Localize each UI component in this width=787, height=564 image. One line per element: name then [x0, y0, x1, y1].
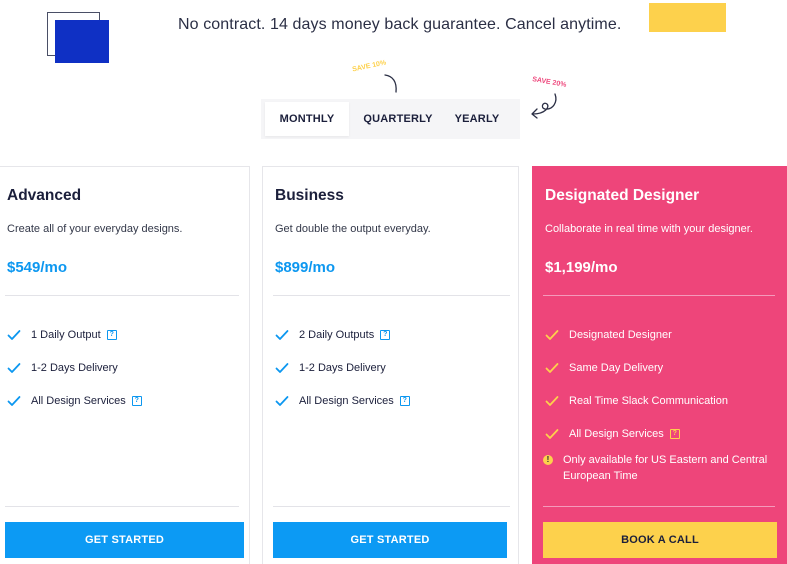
feature-label: All Design Services [299, 394, 394, 407]
notice-text: Only available for US Eastern and Centra… [563, 454, 768, 482]
checkmark-icon [545, 362, 563, 374]
feature-label: 1-2 Days Delivery [299, 361, 386, 374]
plan-name: Business [275, 187, 344, 204]
feature-list: Designated Designer Same Day Delivery Re… [545, 318, 728, 450]
checkmark-icon [275, 395, 293, 407]
divider [273, 506, 510, 507]
checkmark-icon [275, 329, 293, 341]
tab-yearly[interactable]: YEARLY [454, 113, 500, 125]
save-yearly-badge: SAVE 20% [531, 76, 567, 89]
guarantee-tagline: No contract. 14 days money back guarante… [178, 16, 622, 33]
checkmark-icon [7, 329, 25, 341]
help-icon[interactable]: ? [131, 395, 142, 406]
decorative-yellow-block [649, 3, 726, 32]
divider [543, 295, 775, 296]
feature-label: Real Time Slack Communication [569, 394, 728, 407]
checkmark-icon [545, 428, 563, 440]
get-started-button[interactable]: GET STARTED [5, 522, 244, 558]
plan-description: Collaborate in real time with your desig… [545, 223, 753, 235]
plan-card-advanced: Advanced Create all of your everyday des… [0, 166, 250, 564]
help-icon[interactable]: ? [399, 395, 410, 406]
plan-price: $899/mo [275, 259, 336, 276]
divider [5, 295, 239, 296]
divider [5, 506, 239, 507]
feature-label: 1 Daily Output [31, 328, 101, 341]
help-icon[interactable]: ? [669, 428, 680, 439]
feature-item: All Design Services ? [545, 417, 728, 450]
checkmark-icon [7, 395, 25, 407]
logo-blue-square [55, 20, 109, 63]
save-quarterly-badge: SAVE 10% [351, 59, 387, 74]
curved-arrow-icon [384, 74, 397, 93]
get-started-button[interactable]: GET STARTED [273, 522, 507, 558]
plan-name: Advanced [7, 187, 82, 204]
plan-card-business: Business Get double the output everyday.… [262, 166, 519, 564]
plan-description: Create all of your everyday designs. [7, 223, 183, 235]
plan-name: Designated Designer [545, 187, 700, 204]
feature-item: Real Time Slack Communication [545, 384, 728, 417]
feature-item: Designated Designer [545, 318, 728, 351]
feature-item: 1-2 Days Delivery [275, 351, 410, 384]
availability-notice: ! Only available for US Eastern and Cent… [543, 452, 779, 484]
feature-item: Same Day Delivery [545, 351, 728, 384]
divider [543, 506, 775, 507]
book-a-call-button[interactable]: BOOK A CALL [543, 522, 777, 558]
feature-label: Designated Designer [569, 328, 672, 341]
checkmark-icon [275, 362, 293, 374]
feature-label: 1-2 Days Delivery [31, 361, 118, 374]
plan-price: $1,199/mo [545, 259, 618, 276]
plan-description: Get double the output everyday. [275, 223, 431, 235]
tab-quarterly[interactable]: QUARTERLY [363, 113, 433, 125]
plan-card-designated-designer: Designated Designer Collaborate in real … [532, 166, 787, 564]
feature-item: 1 Daily Output ? [7, 318, 142, 351]
feature-item: All Design Services ? [7, 384, 142, 417]
checkmark-icon [545, 329, 563, 341]
checkmark-icon [545, 395, 563, 407]
curly-arrow-icon [531, 93, 557, 119]
help-icon[interactable]: ? [380, 329, 391, 340]
help-icon[interactable]: ? [106, 329, 117, 340]
feature-label: Same Day Delivery [569, 361, 664, 374]
feature-list: 2 Daily Outputs ? 1-2 Days Delivery All … [275, 318, 410, 417]
plan-price: $549/mo [7, 259, 68, 276]
feature-label: All Design Services [31, 394, 126, 407]
feature-label: All Design Services [569, 427, 664, 440]
checkmark-icon [7, 362, 25, 374]
billing-period-toggle: MONTHLY QUARTERLY YEARLY [261, 99, 520, 139]
divider [273, 295, 510, 296]
tab-monthly[interactable]: MONTHLY [265, 102, 349, 136]
exclamation-icon: ! [543, 455, 553, 465]
feature-item: 2 Daily Outputs ? [275, 318, 410, 351]
feature-item: 1-2 Days Delivery [7, 351, 142, 384]
feature-list: 1 Daily Output ? 1-2 Days Delivery All D… [7, 318, 142, 417]
feature-label: 2 Daily Outputs [299, 328, 375, 341]
feature-item: All Design Services ? [275, 384, 410, 417]
